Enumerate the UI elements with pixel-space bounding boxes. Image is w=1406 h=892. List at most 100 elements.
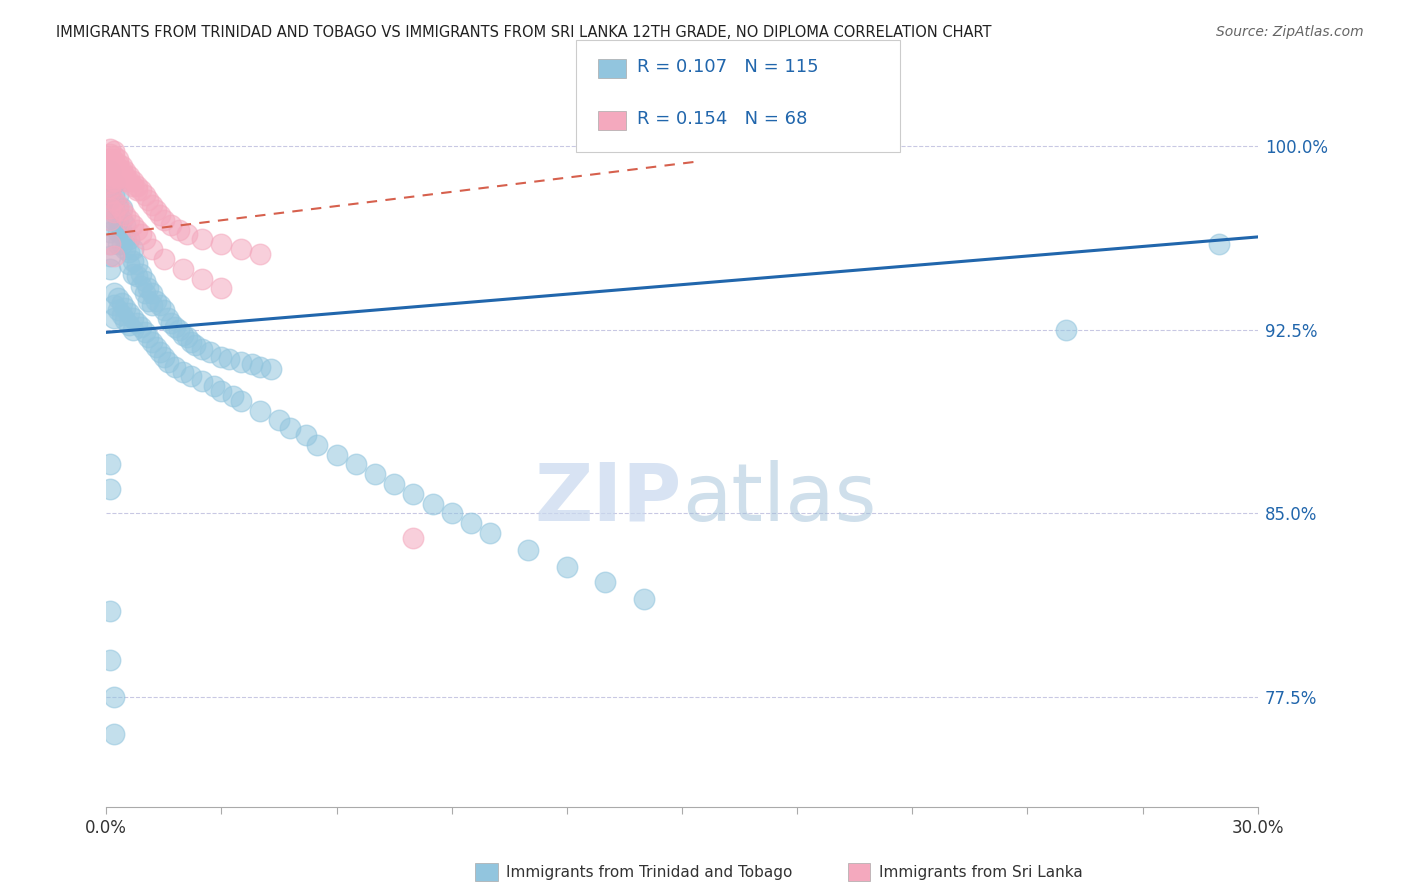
- Point: [160, 218, 183, 232]
- Point: [153, 350, 176, 364]
- Point: [364, 467, 387, 482]
- Point: [141, 242, 163, 256]
- Point: [98, 164, 121, 178]
- Point: [103, 726, 125, 740]
- Point: [107, 291, 129, 305]
- Point: [129, 227, 152, 242]
- Point: [134, 188, 156, 202]
- Point: [103, 145, 125, 159]
- Point: [153, 212, 176, 227]
- Point: [103, 310, 125, 325]
- Point: [440, 507, 463, 521]
- Point: [172, 261, 194, 276]
- Point: [325, 448, 347, 462]
- Point: [134, 232, 156, 246]
- Point: [633, 592, 655, 607]
- Point: [107, 198, 129, 212]
- Point: [98, 152, 121, 166]
- Point: [138, 193, 160, 207]
- Point: [114, 218, 136, 232]
- Point: [176, 227, 198, 242]
- Point: [460, 516, 482, 531]
- Point: [103, 159, 125, 173]
- Point: [114, 230, 136, 244]
- Point: [145, 340, 167, 354]
- Point: [107, 225, 129, 239]
- Point: [98, 250, 121, 264]
- Point: [402, 531, 425, 545]
- Point: [125, 178, 148, 193]
- Point: [1208, 237, 1230, 252]
- Point: [149, 298, 172, 312]
- Point: [156, 355, 179, 369]
- Point: [110, 159, 132, 173]
- Point: [122, 323, 145, 337]
- Text: ZIP: ZIP: [534, 459, 682, 538]
- Point: [209, 384, 232, 398]
- Point: [295, 428, 318, 442]
- Point: [118, 169, 141, 183]
- Point: [114, 208, 136, 222]
- Point: [107, 201, 129, 215]
- Point: [260, 362, 283, 376]
- Point: [125, 316, 148, 330]
- Point: [229, 393, 252, 408]
- Point: [1054, 323, 1077, 337]
- Point: [180, 335, 202, 350]
- Point: [98, 161, 121, 176]
- Point: [114, 174, 136, 188]
- Point: [479, 526, 502, 541]
- Point: [209, 281, 232, 295]
- Text: Immigrants from Trinidad and Tobago: Immigrants from Trinidad and Tobago: [506, 865, 793, 880]
- Point: [138, 330, 160, 344]
- Point: [107, 161, 129, 176]
- Point: [110, 296, 132, 310]
- Point: [209, 237, 232, 252]
- Point: [118, 257, 141, 271]
- Point: [165, 359, 187, 374]
- Point: [122, 242, 145, 256]
- Point: [103, 164, 125, 178]
- Point: [125, 222, 148, 236]
- Point: [98, 186, 121, 200]
- Point: [107, 237, 129, 252]
- Point: [229, 355, 252, 369]
- Point: [98, 261, 121, 276]
- Point: [249, 247, 271, 261]
- Point: [593, 574, 616, 589]
- Point: [122, 174, 145, 188]
- Point: [141, 298, 163, 312]
- Point: [103, 212, 125, 227]
- Point: [141, 198, 163, 212]
- Point: [191, 232, 214, 246]
- Point: [103, 149, 125, 163]
- Point: [114, 301, 136, 315]
- Point: [229, 242, 252, 256]
- Point: [98, 188, 121, 202]
- Point: [191, 343, 214, 357]
- Point: [209, 350, 232, 364]
- Point: [125, 257, 148, 271]
- Point: [98, 212, 121, 227]
- Point: [110, 212, 132, 227]
- Point: [125, 183, 148, 197]
- Point: [98, 653, 121, 667]
- Point: [98, 176, 121, 190]
- Point: [114, 169, 136, 183]
- Point: [118, 212, 141, 227]
- Point: [402, 487, 425, 501]
- Point: [103, 169, 125, 183]
- Point: [176, 330, 198, 344]
- Point: [145, 202, 167, 217]
- Point: [107, 156, 129, 170]
- Point: [98, 604, 121, 618]
- Text: Immigrants from Sri Lanka: Immigrants from Sri Lanka: [879, 865, 1083, 880]
- Point: [98, 201, 121, 215]
- Point: [122, 178, 145, 193]
- Point: [107, 152, 129, 166]
- Point: [134, 326, 156, 340]
- Point: [267, 413, 290, 427]
- Point: [98, 146, 121, 161]
- Point: [167, 222, 190, 236]
- Point: [114, 313, 136, 327]
